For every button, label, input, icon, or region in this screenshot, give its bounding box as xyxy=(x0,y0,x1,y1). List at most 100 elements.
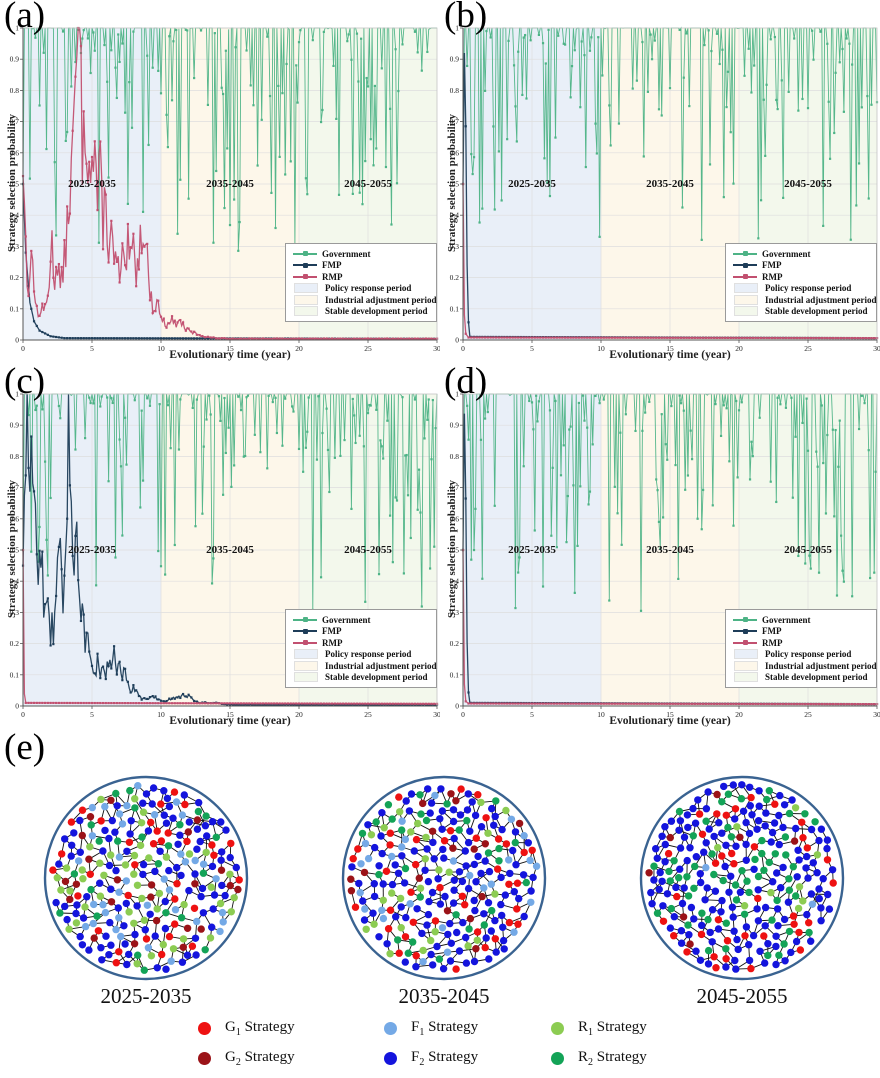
network-node-r1 xyxy=(484,829,492,837)
network-node-g1 xyxy=(823,856,832,864)
network-node-f1 xyxy=(144,944,153,952)
network-node-f2 xyxy=(97,944,105,952)
network-node-g1 xyxy=(798,818,806,826)
y-tick-label: 1 xyxy=(455,24,459,33)
marker xyxy=(492,702,495,705)
marker xyxy=(817,571,821,574)
network-node-r1 xyxy=(107,851,115,859)
marker xyxy=(646,336,650,339)
legend-line-marker-icon xyxy=(303,640,308,646)
marker xyxy=(420,69,423,72)
chart-panel-c: (c) 0 5 10 15 20 25 30 0 0.1 0.2 0.3 0.4 0.5 0.6 0.7 0.… xyxy=(0,361,440,732)
network-node-r2 xyxy=(522,878,530,887)
x-tick-label: 30 xyxy=(433,344,440,353)
marker xyxy=(88,650,91,653)
marker xyxy=(573,49,576,52)
marker xyxy=(427,337,430,340)
network-node-r2 xyxy=(724,823,732,832)
r1-dot-icon xyxy=(551,1021,564,1035)
marker xyxy=(845,37,848,40)
marker xyxy=(430,458,433,461)
network-node-r1 xyxy=(139,808,148,816)
marker xyxy=(602,336,605,339)
marker xyxy=(151,66,154,69)
y-axis-label: Strategy selection probability xyxy=(6,114,18,252)
network-node-f2 xyxy=(676,844,685,852)
marker xyxy=(470,336,473,339)
network-node-f2 xyxy=(680,884,688,892)
marker xyxy=(49,644,52,647)
network-node-g2 xyxy=(645,869,653,877)
marker xyxy=(688,336,691,339)
marker xyxy=(61,30,65,33)
network-node-f2 xyxy=(520,912,528,921)
network-node-r1 xyxy=(131,795,139,803)
network-node-f2 xyxy=(52,898,60,907)
network-node-f2 xyxy=(680,833,689,841)
marker xyxy=(690,458,694,461)
marker xyxy=(89,71,92,75)
strategy-legend-label: G1 Strategy xyxy=(225,1018,295,1038)
marker xyxy=(732,702,735,706)
tick-labels: 0 5 10 15 20 25 3000.10.20.30.40.50.60.70.80.9… xyxy=(450,24,880,354)
marker xyxy=(126,680,129,683)
legend-patch-swatch-icon xyxy=(294,672,318,683)
marker xyxy=(405,337,408,340)
marker xyxy=(99,140,102,143)
network-node-f2 xyxy=(485,955,493,963)
marker xyxy=(627,702,630,705)
marker xyxy=(419,337,422,341)
marker xyxy=(273,702,276,705)
marker xyxy=(685,32,688,35)
network-node-r2 xyxy=(202,812,210,820)
y-tick-label: 0 xyxy=(15,702,19,711)
marker xyxy=(60,568,63,571)
y-tick-label: 0.8 xyxy=(450,452,460,461)
network-node-f2 xyxy=(690,915,698,923)
marker xyxy=(143,245,146,248)
marker xyxy=(270,191,273,195)
network-node-f2 xyxy=(683,811,692,819)
marker xyxy=(856,702,859,706)
series-rmp xyxy=(461,548,879,706)
marker xyxy=(175,28,178,32)
marker xyxy=(248,337,251,340)
network-node-f1 xyxy=(150,811,159,819)
marker xyxy=(208,394,211,397)
marker xyxy=(583,54,586,57)
network-node-f2 xyxy=(648,900,656,908)
network-node-g2 xyxy=(61,877,70,886)
network-node-f2 xyxy=(825,905,834,913)
marker xyxy=(530,702,534,705)
marker xyxy=(601,74,604,77)
y-tick-label: 0 xyxy=(455,702,459,711)
marker xyxy=(517,571,520,574)
network-node-f2 xyxy=(232,863,240,872)
network-node-g1 xyxy=(395,949,403,957)
network-node-g2 xyxy=(428,827,437,835)
network-node-f2 xyxy=(768,828,777,837)
network-node-f2 xyxy=(217,856,225,864)
network-node-f1 xyxy=(401,835,409,844)
marker xyxy=(206,337,210,340)
marker xyxy=(71,701,74,705)
y-tick-label: 0.9 xyxy=(450,421,460,430)
marker xyxy=(559,474,563,477)
network-node-f1 xyxy=(480,884,488,892)
network-node-r2 xyxy=(775,951,783,959)
network-node-f2 xyxy=(710,832,718,841)
marker xyxy=(558,336,561,339)
marker xyxy=(372,702,375,705)
marker xyxy=(837,336,840,340)
network-node-f1 xyxy=(378,906,386,914)
panel-letter-d: (d) xyxy=(444,361,488,402)
network-node-f2 xyxy=(412,963,420,971)
network-node-f2 xyxy=(464,884,473,893)
marker xyxy=(795,702,799,706)
network-node-r1 xyxy=(81,903,89,911)
network-2035-2045 xyxy=(341,775,547,981)
marker xyxy=(351,192,354,195)
marker xyxy=(278,155,281,158)
marker xyxy=(561,702,564,705)
marker xyxy=(860,394,863,397)
